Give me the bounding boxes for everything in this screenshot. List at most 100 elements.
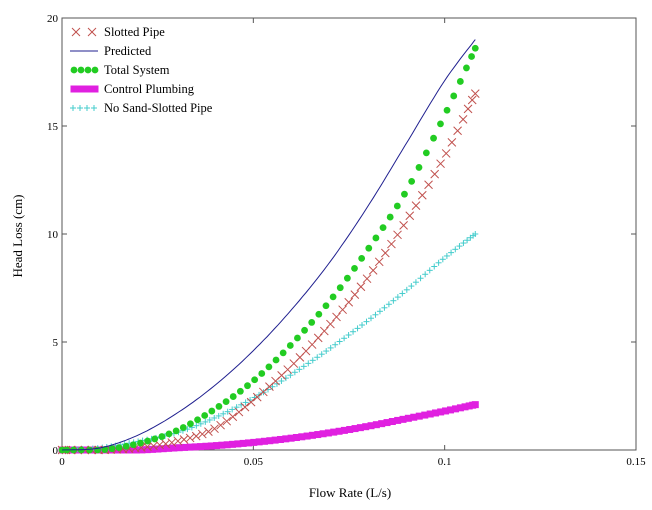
data-point [251,376,259,384]
axes-layer: 0 0.05 0.1 0.15 0 5 10 15 20 [47,13,646,468]
legend-marker [70,66,78,74]
data-point [300,363,307,370]
data-point [387,239,396,249]
data-point [379,224,387,232]
data-point [202,418,209,425]
data-point [255,438,263,446]
data-point [186,443,194,451]
data-point [394,294,401,301]
data-point [111,446,119,454]
data-point [236,387,244,395]
data-point [460,240,467,247]
data-point [175,444,183,452]
data-point [314,354,321,361]
y-axis-title: Head Loss (cm) [10,194,25,277]
data-point [336,284,344,292]
data-point [170,444,178,452]
data-point [250,438,258,446]
data-point [432,409,440,417]
legend-swatch [71,27,97,37]
data-point [222,398,230,405]
x-axis-title: Flow Rate (L/s) [309,485,391,500]
legend-marker [71,27,81,37]
y-tick-label: 20 [47,13,59,25]
data-point [412,279,419,286]
legend-item-slotted-pipe: Slotted Pipe [71,25,165,39]
legend-item-no-sand-slotted-pipe: No Sand-Slotted Pipe [70,101,213,115]
data-point [151,435,159,443]
legend-marker [84,85,92,93]
x-tick-label: 0.05 [244,456,264,468]
data-point [456,243,463,250]
data-point [108,445,116,453]
data-point [332,341,339,348]
data-point [463,64,470,72]
y-tick-label: 10 [47,229,59,241]
data-point [393,230,402,240]
data-point [408,283,415,290]
data-point [411,201,421,210]
data-point [435,259,442,266]
data-point [265,363,273,371]
data-point [405,211,415,221]
data-point [372,421,380,429]
data-point [458,114,468,124]
data-point [456,404,464,412]
data-point [376,308,383,315]
data-point [191,431,201,441]
data-point [244,382,251,390]
data-point [322,302,330,310]
data-point [410,413,418,421]
data-point [426,267,433,274]
legend-label: No Sand-Slotted Pipe [104,101,213,115]
data-point [329,293,337,301]
data-point [282,435,290,443]
data-point [430,169,440,179]
data-point [467,95,477,105]
data-point [362,423,370,431]
data-point [86,446,94,454]
legend-marker [77,105,83,111]
legend-marker [91,105,97,111]
data-point [229,393,237,400]
data-point [381,304,388,311]
data-point [122,446,130,454]
data-point [424,180,433,190]
data-point [354,325,361,332]
data-point [421,411,429,419]
data-point [144,437,152,445]
data-point [363,318,370,325]
series-predicted [61,39,476,451]
data-point [201,412,209,419]
data-point [345,332,352,339]
data-point [149,445,157,453]
data-point [453,126,462,136]
data-point [426,410,434,418]
legend-marker [77,66,85,74]
legend-item-total-system: Total System [70,63,170,77]
data-point [197,429,207,439]
data-point [137,439,144,447]
data-point [211,414,218,421]
data-point [193,422,200,429]
data-point [260,437,268,445]
data-point [90,446,98,454]
data-point [154,445,162,453]
data-point [127,446,135,454]
data-point [365,244,373,252]
data-point [351,265,358,272]
data-point [437,120,444,128]
data-point [303,432,311,440]
data-point [258,387,268,397]
data-point [207,442,215,450]
legend-marker [77,85,85,93]
data-point [309,357,316,364]
data-point [380,248,390,258]
data-point [326,319,335,329]
data-point [319,430,327,438]
data-point [305,360,312,367]
data-point [308,319,316,326]
data-point [286,342,294,349]
data-point [386,213,394,221]
data-point [276,435,284,443]
